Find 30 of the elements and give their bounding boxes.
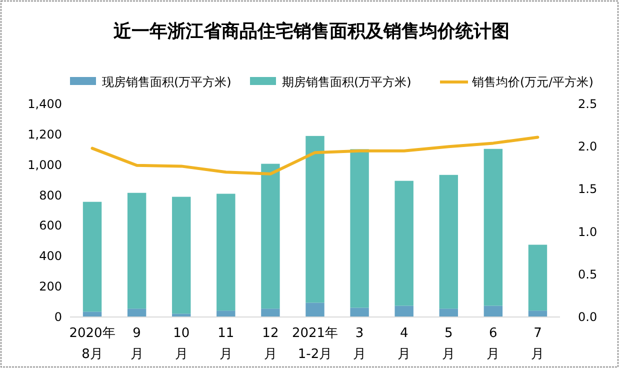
- x-tick-label: 6 月: [486, 326, 500, 362]
- y-tick-label: 0: [54, 310, 62, 324]
- x-tick-label: 7 月: [531, 326, 544, 362]
- x-tick-label: 12 月: [262, 326, 279, 362]
- y-tick-label: 200: [39, 280, 62, 294]
- line-series: [90, 136, 540, 176]
- y-tick-label: 800: [39, 188, 62, 202]
- y-tick-label: 600: [39, 218, 62, 233]
- x-tick-label: 4 月: [398, 326, 411, 362]
- x-tick-label: 2020年 8月: [69, 326, 116, 362]
- y-tick-label: 1,200: [28, 127, 62, 142]
- y-tick-label: 1,400: [28, 97, 62, 111]
- y2-tick-label: 1.0: [578, 224, 598, 239]
- y2-tick-label: 0.5: [578, 267, 598, 282]
- y-tick-label: 400: [39, 249, 62, 264]
- chart-title: 近一年浙江省商品住宅销售面积及销售均价统计图: [112, 21, 510, 42]
- legend-label: 期房销售面积(万平方米): [282, 75, 412, 89]
- y-tick-label: 1,000: [28, 158, 62, 172]
- x-tick-label: 5 月: [442, 326, 456, 362]
- y2-tick-label: 2.0: [578, 140, 598, 154]
- x-tick-label: 10 月: [173, 326, 190, 362]
- x-tick-label: 11 月: [218, 326, 234, 362]
- legend-label: 现房销售面积(万平方米): [102, 75, 232, 89]
- x-tick-label: 2021年 1-2月: [292, 326, 338, 362]
- x-tick-label: 9 月: [130, 326, 144, 362]
- y2-tick-label: 0.0: [578, 310, 598, 324]
- y2-tick-label: 1.5: [578, 182, 598, 196]
- y2-tick-label: 2.5: [578, 97, 598, 111]
- x-tick-label: 3 月: [353, 326, 366, 362]
- legend-label: 销售均价(万元/平方米): [471, 75, 594, 89]
